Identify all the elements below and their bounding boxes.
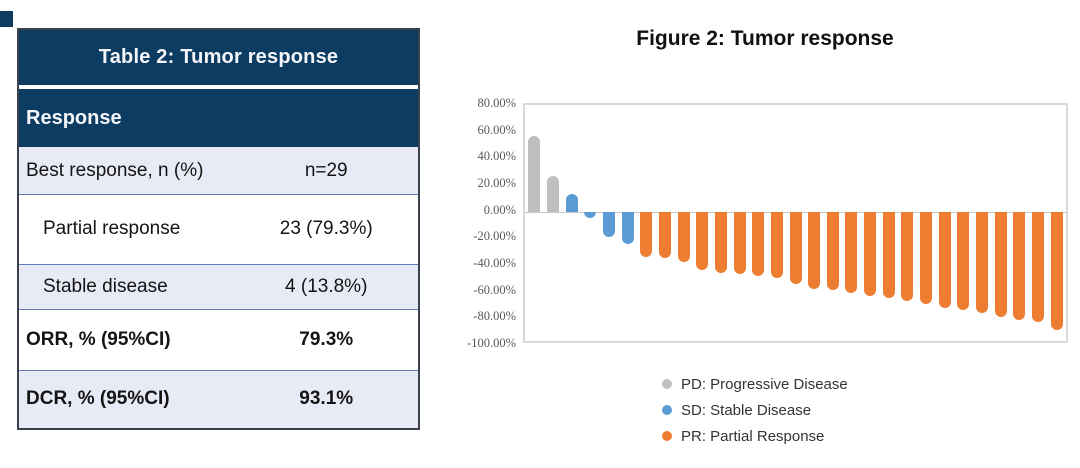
chart-title: Figure 2: Tumor response bbox=[636, 27, 894, 50]
row-label: Stable disease bbox=[43, 275, 168, 297]
waterfall-bar-pr bbox=[826, 211, 839, 291]
row-value: 93.1% bbox=[299, 388, 354, 410]
tumor-response-table: Table 2: Tumor response Response Best re… bbox=[17, 28, 420, 430]
waterfall-bar-pd bbox=[546, 175, 559, 212]
table-row: Best response, n (%) n=29 bbox=[19, 146, 418, 195]
corner-mark bbox=[0, 11, 13, 27]
y-tick-label: 0.00% bbox=[483, 202, 516, 217]
table-column-header: Response bbox=[19, 89, 418, 147]
legend-label: PD: Progressive Disease bbox=[681, 375, 848, 393]
row-value: 23 (79.3%) bbox=[279, 218, 373, 240]
chart-legend: PD: Progressive Disease SD: Stable Diseas… bbox=[662, 371, 848, 449]
waterfall-bar-pr bbox=[994, 211, 1007, 317]
row-value: n=29 bbox=[304, 159, 348, 181]
waterfall-bar-sd bbox=[621, 211, 634, 244]
waterfall-bar-pr bbox=[901, 211, 914, 301]
table-header-gap bbox=[19, 85, 418, 90]
table-row: DCR, % (95%CI) 93.1% bbox=[19, 369, 418, 428]
waterfall-bar-sd bbox=[602, 211, 615, 237]
waterfall-plot-area bbox=[523, 103, 1068, 343]
legend-label: PR: Partial Response bbox=[681, 427, 825, 445]
legend-item: PD: Progressive Disease bbox=[662, 371, 848, 397]
row-label: ORR, % (95%CI) bbox=[26, 328, 171, 350]
y-tick-label: -40.00% bbox=[473, 256, 516, 270]
y-tick-label: 60.00% bbox=[477, 122, 516, 137]
row-label: Best response, n (%) bbox=[26, 159, 204, 181]
y-tick-label: -60.00% bbox=[473, 282, 516, 297]
waterfall-bar-pr bbox=[1013, 211, 1026, 320]
waterfall-bar-pr bbox=[1032, 211, 1045, 323]
legend-dot-icon bbox=[662, 431, 672, 441]
waterfall-bar-sd bbox=[565, 194, 578, 212]
y-tick-label: -100.00% bbox=[467, 336, 516, 350]
waterfall-bar-sd bbox=[584, 211, 597, 219]
row-value: 79.3% bbox=[299, 328, 354, 350]
legend-label: SD: Stable Disease bbox=[681, 401, 812, 419]
waterfall-bar-pr bbox=[733, 211, 746, 275]
y-tick-label: 20.00% bbox=[477, 176, 516, 190]
waterfall-bar-pr bbox=[770, 211, 783, 279]
y-tick-label: -80.00% bbox=[473, 309, 516, 324]
table-row: Partial response 23 (79.3%) bbox=[19, 194, 418, 264]
waterfall-bar-pr bbox=[714, 211, 727, 273]
waterfall-bar-pr bbox=[808, 211, 821, 289]
legend-dot-icon bbox=[662, 379, 672, 389]
waterfall-bar-pr bbox=[1050, 211, 1063, 331]
waterfall-bar-pr bbox=[845, 211, 858, 293]
table-title: Table 2: Tumor response bbox=[19, 30, 418, 86]
row-label: DCR, % (95%CI) bbox=[26, 388, 170, 410]
waterfall-bar-pr bbox=[658, 211, 671, 259]
waterfall-bar-pd bbox=[528, 135, 541, 212]
y-tick-label: 80.00% bbox=[477, 96, 516, 110]
waterfall-bar-pr bbox=[677, 211, 690, 263]
y-tick-label: -20.00% bbox=[473, 229, 516, 244]
waterfall-bar-pr bbox=[789, 211, 802, 284]
table-row: Stable disease 4 (13.8%) bbox=[19, 263, 418, 310]
waterfall-bar-pr bbox=[752, 211, 765, 276]
waterfall-bar-pr bbox=[938, 211, 951, 308]
table-row: ORR, % (95%CI) 79.3% bbox=[19, 309, 418, 370]
row-value: 4 (13.8%) bbox=[285, 275, 368, 297]
waterfall-bar-pr bbox=[640, 211, 653, 257]
legend-dot-icon bbox=[662, 405, 672, 415]
waterfall-bar-pr bbox=[976, 211, 989, 313]
y-tick-label: 40.00% bbox=[477, 149, 516, 164]
waterfall-bar-pr bbox=[882, 211, 895, 299]
waterfall-bar-pr bbox=[864, 211, 877, 296]
waterfall-bar-pr bbox=[920, 211, 933, 304]
waterfall-bar-pr bbox=[957, 211, 970, 311]
waterfall-bar-pr bbox=[696, 211, 709, 271]
legend-item: PR: Partial Response bbox=[662, 423, 848, 449]
row-label: Partial response bbox=[43, 218, 181, 240]
legend-item: SD: Stable Disease bbox=[662, 397, 848, 423]
